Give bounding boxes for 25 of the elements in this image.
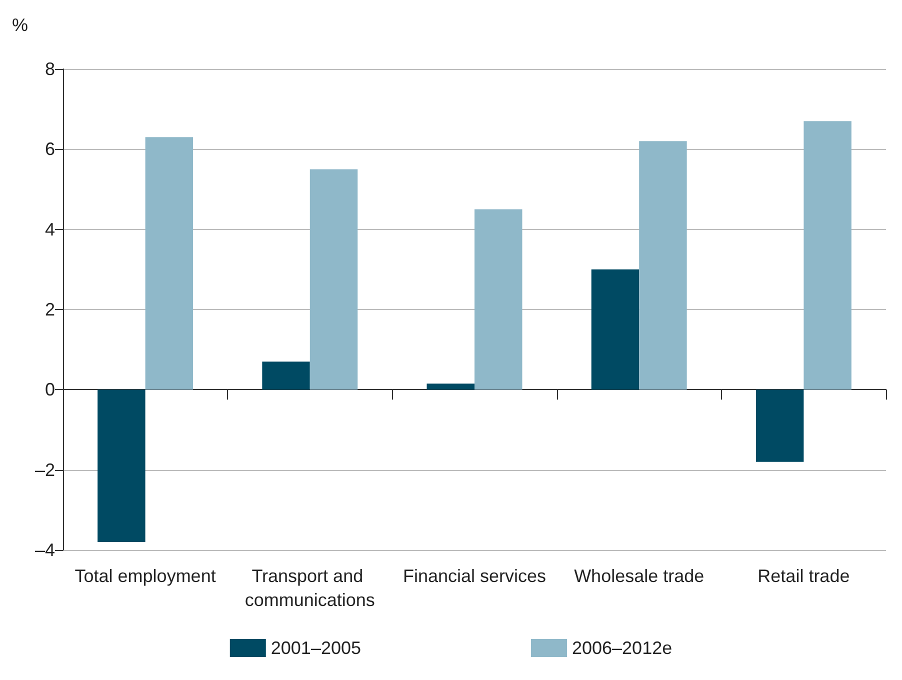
bar: [474, 209, 522, 390]
y-tick-label: –4: [34, 540, 55, 560]
legend-label: 2006–2012e: [572, 638, 672, 658]
y-tick-label: 0: [44, 380, 55, 400]
x-tick-label: Total employment: [74, 566, 216, 586]
bar: [591, 269, 640, 390]
y-tick-label: –2: [34, 460, 55, 480]
y-tick-label: 4: [44, 219, 55, 240]
x-tick-label: Wholesale trade: [574, 566, 704, 586]
bar: [145, 137, 194, 390]
y-tick-label: 6: [44, 139, 55, 160]
bar: [804, 121, 852, 390]
bar: [426, 384, 474, 390]
y-axis-title: %: [12, 15, 28, 35]
y-tick-label: 8: [44, 59, 55, 79]
x-tick-label: Financial services: [402, 566, 546, 586]
bar: [310, 169, 358, 390]
legend-label: 2001–2005: [270, 638, 362, 658]
y-tick-label: 2: [44, 300, 55, 320]
x-tick-label: Retail trade: [758, 566, 850, 586]
x-tick-label: Transport and communications: [244, 566, 375, 610]
bar: [262, 362, 310, 390]
bar: [98, 390, 146, 542]
bar: [639, 141, 687, 390]
bar: [756, 390, 804, 462]
